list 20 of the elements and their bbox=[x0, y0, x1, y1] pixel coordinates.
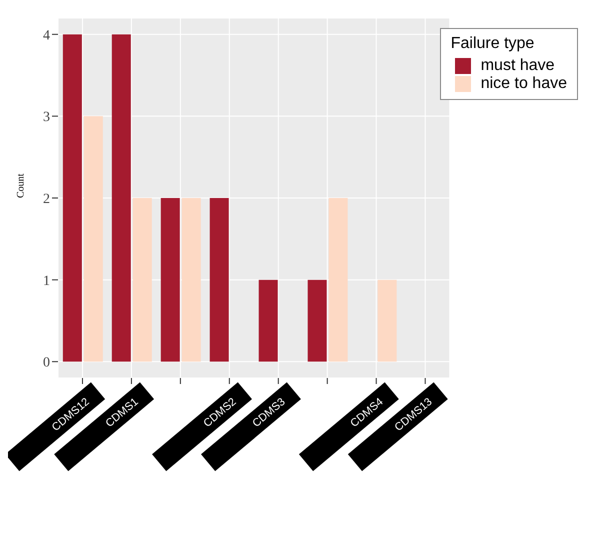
bar bbox=[210, 198, 229, 362]
y-axis-title: Count bbox=[16, 173, 27, 198]
bar bbox=[378, 280, 397, 362]
legend-title: Failure type bbox=[450, 35, 536, 53]
bar bbox=[112, 34, 131, 362]
bar bbox=[132, 198, 152, 362]
bar bbox=[308, 280, 327, 362]
y-tick-label: 4 bbox=[43, 28, 50, 44]
bar bbox=[62, 34, 82, 362]
bar bbox=[258, 280, 278, 362]
y-tick-label: 3 bbox=[43, 110, 50, 126]
y-tick-label: 0 bbox=[43, 356, 50, 371]
legend-label: nice to have bbox=[480, 75, 567, 93]
y-tick-label: 1 bbox=[43, 274, 50, 289]
y-tick-label: 2 bbox=[43, 192, 50, 207]
bar bbox=[160, 198, 180, 362]
bar bbox=[84, 116, 103, 362]
bar bbox=[182, 198, 201, 362]
bar bbox=[328, 198, 348, 362]
legend-label: must have bbox=[480, 57, 556, 75]
